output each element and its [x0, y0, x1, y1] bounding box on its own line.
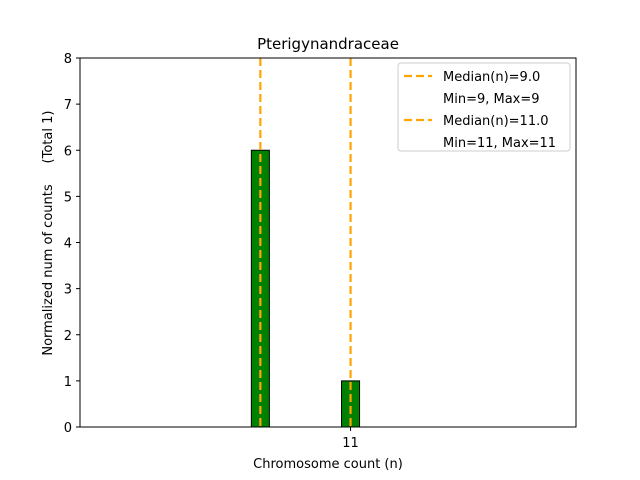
y-tick-label-7: 7	[64, 98, 72, 113]
legend-box	[397, 62, 571, 152]
legend-label-range-2: Min=11, Max=11	[443, 136, 556, 151]
legend-label-median-2: Median(n)=11.0	[443, 114, 549, 129]
y-tick-label-4: 4	[64, 237, 72, 252]
x-axis-label: Chromosome count (n)	[253, 457, 403, 472]
axes-layer: 0 1 2 3 4 5 6 7 8 11	[64, 52, 577, 451]
legend-label-range-1: Min=9, Max=9	[443, 92, 540, 107]
median-lines-layer	[259, 58, 352, 427]
x-tick-label-11: 11	[342, 436, 359, 451]
legend: Median(n)=9.0 Min=9, Max=9 Median(n)=11.0 M…	[397, 62, 571, 152]
y-axis-label: Normalized num of counts	[41, 184, 56, 355]
y-tick-label-1: 1	[64, 375, 72, 390]
y-tick-label-5: 5	[64, 190, 72, 205]
y-tick-label-3: 3	[64, 283, 72, 298]
y-tick-label-6: 6	[64, 144, 72, 159]
y-tick-label-2: 2	[64, 329, 72, 344]
legend-label-median-1: Median(n)=9.0	[443, 70, 540, 85]
y-axis-total-note: (Total 1)	[41, 111, 56, 164]
y-tick-label-8: 8	[64, 52, 72, 67]
y-tick-label-0: 0	[64, 421, 72, 436]
chart-title: Pterigynandraceae	[257, 35, 399, 53]
